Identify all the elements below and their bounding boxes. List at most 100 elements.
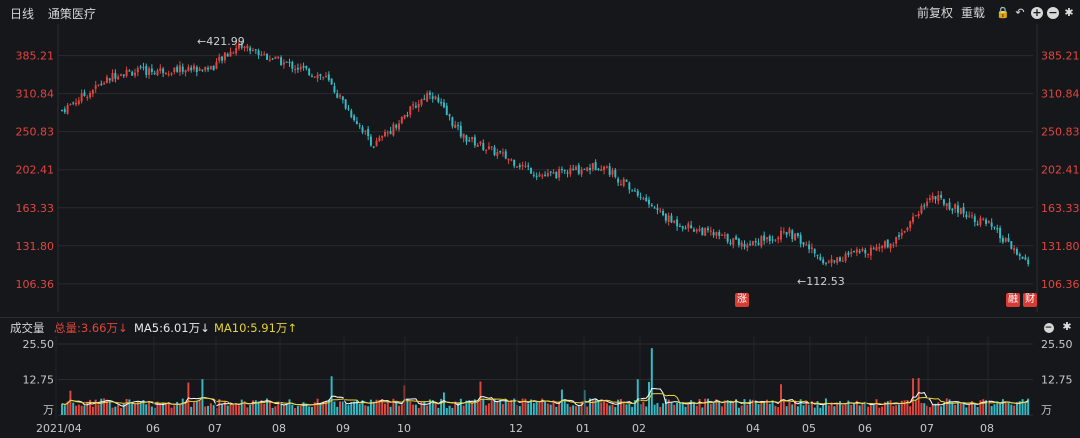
price-axis-right: 385.21 310.84 250.83 202.41 163.33 131.80 106.… bbox=[1041, 50, 1080, 291]
volume-bar bbox=[954, 404, 957, 415]
adjust-button[interactable]: 前复权 bbox=[916, 6, 953, 20]
candle-body bbox=[518, 165, 521, 168]
candle-body bbox=[853, 250, 856, 252]
candle-body bbox=[77, 100, 80, 105]
volume-bar bbox=[544, 400, 547, 415]
volume-bar bbox=[218, 399, 221, 415]
volume-bar bbox=[190, 406, 193, 415]
volume-bar bbox=[1027, 398, 1030, 415]
candle-body bbox=[645, 197, 648, 202]
settings-icon[interactable]: ✱ bbox=[1064, 5, 1074, 19]
candle-body bbox=[968, 215, 971, 217]
candle-body bbox=[603, 166, 606, 171]
volume-bar bbox=[687, 403, 690, 415]
candle-body bbox=[875, 247, 878, 251]
volume-bar bbox=[799, 399, 802, 415]
candle-body bbox=[240, 43, 243, 48]
volume-bar bbox=[959, 403, 962, 415]
volume-bar bbox=[479, 381, 482, 415]
candle-body bbox=[97, 84, 100, 86]
volume-bar bbox=[440, 398, 443, 415]
volume-bar bbox=[642, 401, 645, 415]
candle-body bbox=[527, 165, 530, 167]
finance-badge[interactable]: 财 bbox=[1023, 293, 1037, 307]
volume-settings-icon[interactable]: ✱ bbox=[1062, 320, 1072, 333]
volume-bar bbox=[336, 406, 339, 415]
volume-bar bbox=[198, 399, 201, 415]
price-tick-left: 163.33 bbox=[16, 202, 55, 215]
candle-body bbox=[513, 159, 516, 166]
candle-body bbox=[546, 172, 549, 177]
candle-body bbox=[869, 247, 872, 256]
volume-bar bbox=[973, 402, 976, 415]
volume-bar bbox=[316, 398, 319, 415]
low-annotation: ←112.53 bbox=[797, 275, 845, 288]
candle-body bbox=[824, 262, 827, 264]
candle-body bbox=[594, 162, 597, 170]
candle-body bbox=[170, 73, 173, 75]
candle-body bbox=[367, 129, 370, 137]
candle-body bbox=[597, 168, 600, 171]
volume-bar bbox=[111, 407, 114, 415]
reload-button[interactable]: 重载 bbox=[960, 6, 985, 20]
zoom-in-icon[interactable]: + bbox=[1031, 5, 1043, 19]
lock-icon[interactable]: 🔒 bbox=[996, 5, 1010, 19]
candle-body bbox=[985, 219, 988, 224]
volume-settings[interactable]: − ✱ bbox=[1040, 320, 1075, 334]
candle-body bbox=[344, 99, 347, 109]
candle-body bbox=[150, 68, 153, 72]
volume-bar bbox=[560, 389, 563, 415]
candle-body bbox=[948, 202, 951, 210]
candle-body bbox=[847, 252, 850, 255]
candle-body bbox=[942, 199, 945, 205]
volume-bar bbox=[676, 402, 679, 415]
volume-bar bbox=[827, 405, 830, 415]
candle-body bbox=[437, 97, 440, 102]
candle-body bbox=[333, 86, 336, 93]
volume-bar bbox=[822, 404, 825, 415]
volume-bar bbox=[426, 405, 429, 415]
candle-body bbox=[763, 235, 766, 241]
candle-body bbox=[844, 253, 847, 261]
candle-body bbox=[892, 244, 895, 246]
candle-body bbox=[302, 65, 305, 68]
period-label[interactable]: 日线 bbox=[10, 7, 35, 21]
zoom-out-icon[interactable]: − bbox=[1047, 5, 1059, 19]
volume-zoom-out-icon[interactable]: − bbox=[1043, 323, 1054, 333]
candle-body bbox=[715, 232, 718, 236]
volume-bars bbox=[61, 348, 1030, 415]
volume-bar bbox=[782, 400, 785, 415]
volume-bar bbox=[184, 402, 187, 415]
volume-bar bbox=[114, 406, 117, 415]
date-tick: 08 bbox=[272, 422, 286, 435]
candle-body bbox=[827, 261, 830, 263]
volume-bar bbox=[487, 403, 490, 415]
candle-body bbox=[119, 74, 122, 76]
volume-bar bbox=[471, 400, 474, 415]
rise-badge[interactable]: 涨 bbox=[735, 293, 749, 307]
candle-body bbox=[591, 163, 594, 170]
candle-body bbox=[802, 242, 805, 245]
volume-bar bbox=[999, 403, 1002, 415]
date-tick: 05 bbox=[802, 422, 816, 435]
volume-bar bbox=[920, 402, 923, 415]
volume-bar bbox=[496, 400, 499, 415]
volume-bar bbox=[89, 399, 92, 415]
undo-icon[interactable]: ↶ bbox=[1015, 5, 1025, 19]
volume-bar bbox=[662, 403, 665, 415]
candle-body bbox=[164, 73, 167, 75]
candle-body bbox=[586, 167, 589, 171]
candle-body bbox=[384, 132, 386, 137]
candle-body bbox=[499, 151, 502, 153]
volume-bar bbox=[712, 402, 715, 415]
volume-bar bbox=[979, 400, 982, 415]
volume-bar bbox=[507, 402, 510, 415]
volume-bar bbox=[864, 401, 867, 415]
candle-body bbox=[954, 203, 957, 209]
margin-badge[interactable]: 融 bbox=[1006, 293, 1020, 307]
candle-body bbox=[426, 93, 429, 102]
volume-bar bbox=[193, 402, 195, 415]
candle-body bbox=[136, 68, 139, 73]
candle-body bbox=[1001, 237, 1004, 243]
